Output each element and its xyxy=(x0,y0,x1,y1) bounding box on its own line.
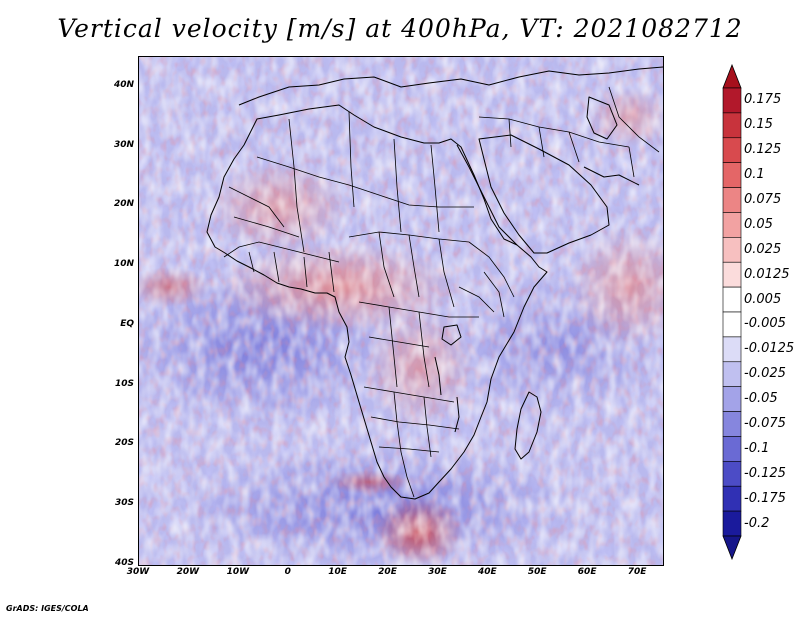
persian-gulf xyxy=(583,166,640,186)
colorbar-tick-label: 0.05 xyxy=(744,216,773,232)
lat-label: 20N xyxy=(113,199,134,210)
lat-label: 30N xyxy=(113,139,134,150)
mediterranean-coastline xyxy=(238,66,663,106)
border-lines-south xyxy=(363,386,460,498)
colorbar-segment xyxy=(722,361,742,387)
colorbar-segment xyxy=(722,336,742,363)
border-lines-west xyxy=(223,241,340,293)
colorbar-segment xyxy=(722,261,742,288)
colorbar-tick-label: -0.125 xyxy=(744,465,786,481)
red-sea xyxy=(456,144,518,246)
chart-title: Vertical velocity [m/s] at 400hPa, VT: 2… xyxy=(57,14,743,43)
border-lines-north xyxy=(228,111,474,253)
colorbar-bottom-arrow xyxy=(722,535,742,560)
colorbar-segment xyxy=(722,187,742,213)
vertical-velocity-map xyxy=(139,57,663,565)
colorbar-tick-label: 0.125 xyxy=(744,142,782,158)
lon-label: 70E xyxy=(627,567,647,577)
grads-credit: GrADS: IGES/COLA xyxy=(6,604,89,613)
colorbar-segment xyxy=(722,510,742,537)
country-borders xyxy=(223,86,660,498)
coastlines xyxy=(206,66,663,500)
colorbar-tick-label: 0.025 xyxy=(744,241,782,257)
lon-label: 20W xyxy=(176,567,200,577)
colorbar-segment xyxy=(722,386,742,412)
colorbar-tick-label: -0.0125 xyxy=(744,341,795,357)
lat-label: EQ xyxy=(120,318,134,329)
colorbar-tick-label: -0.2 xyxy=(744,515,770,531)
lon-label: 0 xyxy=(284,567,291,577)
lon-label: 10W xyxy=(226,567,250,577)
colorbar-segment xyxy=(722,311,742,338)
colorbar-segment xyxy=(722,286,742,313)
colorbar xyxy=(722,64,742,560)
colorbar-tick-label: -0.1 xyxy=(744,440,770,456)
colorbar-segment xyxy=(722,212,742,238)
field-texture-white xyxy=(139,57,663,565)
lat-label: 40N xyxy=(113,79,134,90)
colorbar-segment xyxy=(722,112,742,139)
lat-label: 10N xyxy=(113,259,134,270)
africa-coastline xyxy=(206,104,548,500)
colorbar-segment xyxy=(722,436,742,462)
map-panel xyxy=(138,56,664,566)
colorbar-tick-label: -0.025 xyxy=(744,366,786,382)
colorbar-tick-label: 0.15 xyxy=(744,117,773,133)
lake-malawi xyxy=(454,396,460,433)
lon-label: 50E xyxy=(527,567,547,577)
lon-label: 30W xyxy=(126,567,150,577)
colorbar-tick-label: -0.175 xyxy=(744,490,786,506)
colorbar-segment xyxy=(722,411,742,437)
lon-label: 40E xyxy=(477,567,497,577)
lon-label: 10E xyxy=(328,567,347,577)
lake-victoria xyxy=(441,324,462,346)
lon-label: 60E xyxy=(577,567,597,577)
lake-tanganyika xyxy=(434,356,442,396)
caspian-coastline xyxy=(586,96,618,140)
colorbar-tick-label: -0.005 xyxy=(744,316,786,332)
lon-label: 30E xyxy=(428,567,447,577)
lat-label: 30S xyxy=(114,498,134,509)
madagascar-coastline xyxy=(514,391,542,460)
colorbar-tick-label: 0.005 xyxy=(744,291,782,307)
colorbar-tick-label: 0.075 xyxy=(744,192,782,207)
colorbar-segment xyxy=(722,485,742,512)
colorbar-segment xyxy=(722,87,742,114)
colorbar-tick-label: 0.175 xyxy=(744,92,782,108)
colorbar-segment xyxy=(722,461,742,487)
border-lines-mideast xyxy=(478,86,660,178)
colorbar-top-arrow xyxy=(722,64,742,89)
colorbar-segment xyxy=(722,237,742,263)
colorbar-tick-label: -0.05 xyxy=(744,391,778,407)
lat-label: 20S xyxy=(114,438,134,449)
colorbar-tick-label: 0.1 xyxy=(744,167,765,183)
colorbar-tick-label: -0.075 xyxy=(744,416,786,431)
colorbar-segment xyxy=(722,137,742,163)
lon-label: 20E xyxy=(378,567,397,577)
lat-label: 40S xyxy=(114,558,134,568)
lat-label: 10S xyxy=(114,378,134,389)
arabia-coastline xyxy=(478,134,610,254)
colorbar-tick-label: 0.0125 xyxy=(744,266,790,282)
colorbar-segment xyxy=(722,162,742,188)
border-lines-central xyxy=(348,231,479,388)
border-lines-horn xyxy=(458,241,515,318)
